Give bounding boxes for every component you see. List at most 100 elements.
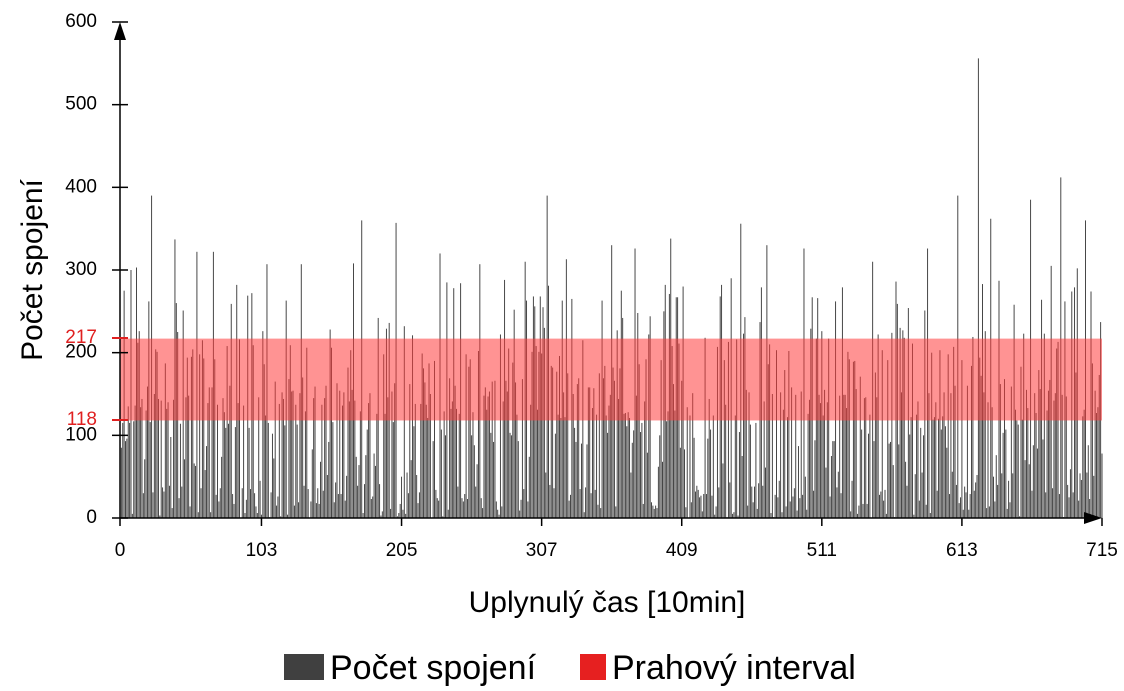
bar bbox=[233, 503, 235, 518]
bar bbox=[629, 417, 631, 518]
bar bbox=[549, 484, 551, 518]
bar bbox=[615, 506, 617, 518]
bar bbox=[991, 407, 993, 518]
bar bbox=[958, 503, 960, 518]
bar bbox=[976, 475, 978, 518]
bar bbox=[401, 476, 403, 518]
bar bbox=[1054, 393, 1056, 518]
bar bbox=[920, 427, 922, 518]
bar bbox=[885, 513, 887, 518]
bar bbox=[473, 445, 475, 518]
bar bbox=[214, 359, 216, 518]
bar bbox=[858, 505, 860, 518]
bar bbox=[537, 409, 538, 518]
bar bbox=[752, 502, 754, 518]
bar bbox=[512, 362, 514, 518]
bar bbox=[641, 422, 643, 518]
bar bbox=[337, 494, 339, 518]
bar bbox=[613, 380, 615, 518]
bar bbox=[200, 488, 202, 518]
bar bbox=[685, 507, 687, 518]
bar bbox=[331, 347, 332, 518]
bar bbox=[368, 403, 370, 518]
bar bbox=[457, 486, 459, 518]
bar bbox=[821, 331, 823, 518]
bar bbox=[153, 394, 155, 518]
bar bbox=[435, 489, 437, 518]
bar bbox=[517, 441, 519, 518]
bar bbox=[749, 424, 751, 518]
bar bbox=[399, 503, 401, 518]
bar bbox=[633, 430, 635, 518]
data-bars bbox=[119, 58, 1103, 519]
bar bbox=[741, 456, 743, 518]
bar bbox=[579, 489, 581, 518]
bar bbox=[484, 387, 486, 518]
bar bbox=[321, 404, 323, 518]
bar bbox=[429, 394, 431, 518]
bar bbox=[984, 331, 986, 518]
bar bbox=[995, 455, 997, 518]
bar bbox=[796, 510, 798, 518]
bar bbox=[1043, 333, 1045, 518]
x-tick-label: 205 bbox=[386, 540, 418, 561]
bar bbox=[810, 328, 812, 518]
bar bbox=[133, 421, 135, 518]
bar bbox=[1014, 409, 1016, 518]
bar bbox=[711, 495, 713, 518]
legend-label-connections: Počet spojení bbox=[330, 649, 537, 687]
bar bbox=[800, 391, 802, 518]
red-tick-label-high: 217 bbox=[65, 327, 97, 348]
bar bbox=[1042, 439, 1044, 518]
bar bbox=[1038, 370, 1040, 518]
bar bbox=[830, 456, 832, 518]
bar bbox=[917, 401, 919, 518]
bar bbox=[210, 512, 212, 518]
bar bbox=[398, 513, 400, 518]
bar bbox=[951, 471, 953, 518]
bar bbox=[359, 411, 361, 518]
bar bbox=[667, 411, 669, 518]
bar bbox=[372, 496, 374, 518]
bar bbox=[881, 350, 883, 518]
bar bbox=[328, 441, 330, 518]
bar bbox=[745, 389, 747, 518]
bar bbox=[303, 485, 305, 518]
bar bbox=[836, 487, 838, 518]
bar bbox=[980, 375, 982, 518]
bar bbox=[325, 385, 327, 518]
bar bbox=[751, 486, 753, 518]
bar bbox=[1096, 413, 1097, 518]
bar bbox=[1068, 497, 1070, 518]
bar bbox=[994, 501, 996, 518]
bar bbox=[527, 501, 529, 518]
bar bbox=[782, 409, 784, 518]
bar bbox=[1001, 473, 1003, 518]
bar bbox=[211, 387, 213, 518]
bar bbox=[277, 496, 279, 518]
bar bbox=[651, 502, 652, 518]
axes bbox=[114, 22, 1102, 524]
bar bbox=[710, 429, 712, 518]
bar bbox=[756, 508, 758, 518]
threshold-band-rect bbox=[120, 338, 1102, 421]
bar bbox=[914, 474, 916, 518]
bar bbox=[689, 415, 691, 518]
bar bbox=[729, 482, 731, 518]
bar bbox=[447, 509, 449, 518]
bar bbox=[396, 516, 398, 518]
bar bbox=[725, 404, 727, 518]
bar bbox=[557, 414, 559, 518]
bar bbox=[694, 491, 696, 518]
bar bbox=[699, 497, 701, 518]
legend-label-threshold: Prahový interval bbox=[612, 649, 856, 687]
bar bbox=[642, 503, 644, 518]
bar bbox=[813, 490, 815, 518]
bar bbox=[553, 488, 555, 518]
bar bbox=[673, 384, 674, 518]
bar bbox=[806, 509, 808, 518]
bar bbox=[126, 438, 128, 518]
bar bbox=[679, 447, 681, 518]
bar bbox=[232, 494, 234, 518]
bar bbox=[164, 363, 166, 518]
